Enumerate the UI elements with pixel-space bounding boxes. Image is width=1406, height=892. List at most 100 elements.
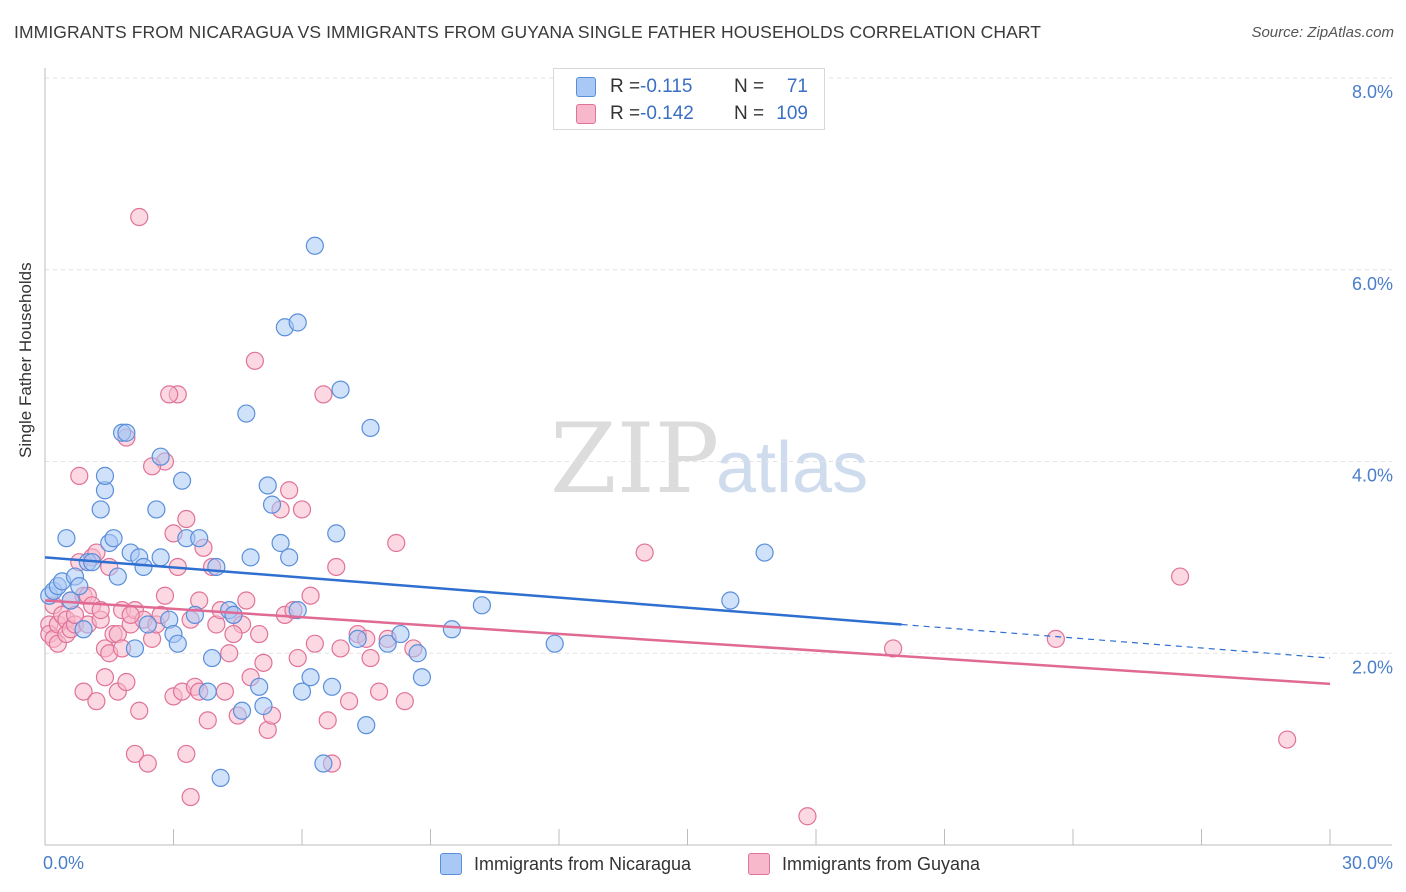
nicaragua-point xyxy=(322,677,342,696)
guyana-point xyxy=(250,624,269,644)
nicaragua-point xyxy=(301,668,320,687)
nicaragua-point xyxy=(391,624,410,644)
data-points xyxy=(40,207,1297,826)
nicaragua-point xyxy=(241,548,260,567)
nicaragua-point xyxy=(117,423,136,442)
correlation-legend: R = -0.115 N = 71 R = -0.142 N = 109 xyxy=(553,68,825,130)
gridlines xyxy=(45,77,1392,654)
guyana-point xyxy=(1278,730,1297,749)
guyana-point xyxy=(254,653,273,672)
trend-lines xyxy=(44,556,1331,686)
guyana-point xyxy=(361,648,380,668)
guyana-point xyxy=(181,787,200,807)
guyana-point xyxy=(280,481,299,500)
nicaragua-point xyxy=(271,533,290,553)
guyana-point xyxy=(237,591,256,610)
nicaragua-point xyxy=(147,500,166,519)
nicaragua-point xyxy=(288,313,307,332)
r-label: R = xyxy=(610,76,641,97)
nicaragua-point xyxy=(258,476,277,495)
nicaragua-trend-extension xyxy=(901,623,1331,659)
guyana-point xyxy=(340,692,359,711)
nicaragua-legend-label: Immigrants from Nicaragua xyxy=(474,853,692,874)
nicaragua-point xyxy=(104,529,123,548)
nicaragua-point xyxy=(442,620,462,639)
guyana-point xyxy=(125,744,145,764)
nicaragua-point xyxy=(70,577,89,596)
guyana-point xyxy=(74,682,93,701)
guyana-point xyxy=(177,744,196,764)
nicaragua-trend-line xyxy=(44,556,902,626)
nicaragua-legend-swatch xyxy=(440,853,462,875)
r-value-nicaragua: -0.115 xyxy=(640,76,693,97)
guyana-trend-line xyxy=(44,599,1331,686)
nicaragua-point xyxy=(172,471,192,490)
guyana-point xyxy=(70,466,89,485)
y-tick-label: 6.0% xyxy=(1352,274,1393,294)
guyana-point xyxy=(138,754,157,773)
y-tick-label: 2.0% xyxy=(1352,657,1393,677)
tick-labels: 2.0% 4.0% 6.0% 8.0% 0.0% 30.0% xyxy=(43,82,1393,873)
nicaragua-point xyxy=(207,557,226,577)
nicaragua-point xyxy=(95,466,115,485)
guyana-point xyxy=(314,385,333,404)
nicaragua-point xyxy=(348,629,367,648)
nicaragua-point xyxy=(755,543,774,562)
guyana-point xyxy=(198,711,217,730)
guyana-point xyxy=(130,207,149,227)
guyana-point xyxy=(301,586,320,605)
watermark-zip: ZIP xyxy=(550,403,719,515)
nicaragua-point xyxy=(254,696,273,716)
nicaragua-point xyxy=(138,615,157,634)
nicaragua-point xyxy=(250,677,269,696)
nicaragua-point xyxy=(74,620,93,639)
guyana-point xyxy=(130,701,149,720)
nicaragua-point xyxy=(198,682,217,701)
guyana-point xyxy=(245,351,264,370)
nicaragua-point xyxy=(545,634,564,653)
nicaragua-point xyxy=(262,495,282,514)
guyana-point xyxy=(87,692,106,711)
r-label: R = xyxy=(610,103,641,124)
y-tick-label: 8.0% xyxy=(1352,82,1393,102)
guyana-point xyxy=(95,668,115,687)
nicaragua-point xyxy=(305,236,324,255)
nicaragua-point xyxy=(378,634,397,653)
nicaragua-point xyxy=(232,701,252,720)
nicaragua-point xyxy=(211,768,230,787)
guyana-point xyxy=(883,639,903,658)
guyana-point xyxy=(370,682,389,701)
nicaragua-point xyxy=(292,682,312,701)
guyana-point xyxy=(1170,567,1190,586)
n-label: N = xyxy=(734,103,765,124)
guyana-point xyxy=(121,605,140,625)
nicaragua-point xyxy=(472,596,491,615)
axes xyxy=(44,68,1392,846)
guyana-point xyxy=(155,586,175,605)
guyana-point xyxy=(220,644,239,663)
source-credit: Source: ZipAtlas.com xyxy=(1251,24,1394,41)
nicaragua-point xyxy=(224,605,243,625)
nicaragua-point xyxy=(237,404,256,423)
n-label: N = xyxy=(734,76,765,97)
guyana-swatch xyxy=(576,104,596,124)
guyana-point xyxy=(160,385,179,404)
guyana-point xyxy=(327,557,346,577)
x-tick-label: 0.0% xyxy=(43,853,84,873)
guyana-point xyxy=(395,692,414,711)
series-legend-nicaragua: Immigrants from Nicaragua xyxy=(440,852,691,876)
guyana-point xyxy=(215,682,234,701)
nicaragua-point xyxy=(134,557,153,577)
nicaragua-point xyxy=(108,567,127,586)
nicaragua-point xyxy=(91,500,110,519)
guyana-point xyxy=(305,634,324,653)
nicaragua-point xyxy=(288,601,307,620)
guyana-legend-label: Immigrants from Guyana xyxy=(782,853,981,874)
r-value-guyana: -0.142 xyxy=(640,103,694,124)
nicaragua-point xyxy=(190,529,209,548)
chart-title: IMMIGRANTS FROM NICARAGUA VS IMMIGRANTS … xyxy=(14,22,1042,42)
guyana-point xyxy=(288,648,307,668)
guyana-point xyxy=(798,807,817,826)
nicaragua-point xyxy=(327,524,346,543)
